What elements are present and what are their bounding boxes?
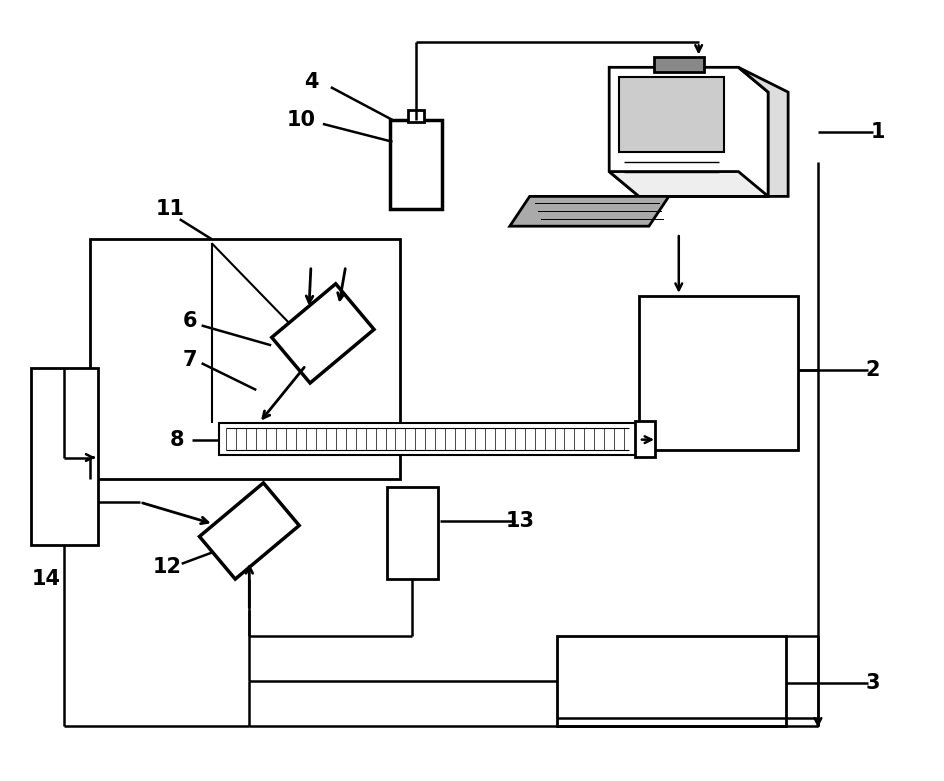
Bar <box>386 487 438 579</box>
Bar <box>635 421 655 457</box>
Text: 4: 4 <box>304 72 318 92</box>
Text: 8: 8 <box>170 430 184 450</box>
Bar <box>91 239 400 480</box>
Bar <box>391 120 442 209</box>
Bar <box>409 110 424 122</box>
Text: 14: 14 <box>32 569 61 589</box>
Polygon shape <box>619 77 723 152</box>
Bar <box>30 368 98 545</box>
Text: 7: 7 <box>182 350 197 370</box>
Polygon shape <box>272 284 374 383</box>
Text: 1: 1 <box>870 122 885 142</box>
Text: 10: 10 <box>287 110 315 130</box>
Polygon shape <box>510 196 669 226</box>
Polygon shape <box>199 483 299 579</box>
Bar <box>639 296 798 450</box>
Text: 2: 2 <box>866 360 880 380</box>
Text: 11: 11 <box>156 199 184 219</box>
Text: 13: 13 <box>505 511 534 531</box>
Bar <box>558 637 786 726</box>
Polygon shape <box>609 67 768 196</box>
Text: 6: 6 <box>182 311 197 330</box>
Bar <box>654 57 703 73</box>
Text: 3: 3 <box>866 673 880 693</box>
Text: 12: 12 <box>152 557 181 576</box>
Polygon shape <box>609 172 768 196</box>
Bar <box>220 423 637 455</box>
Polygon shape <box>738 67 788 196</box>
